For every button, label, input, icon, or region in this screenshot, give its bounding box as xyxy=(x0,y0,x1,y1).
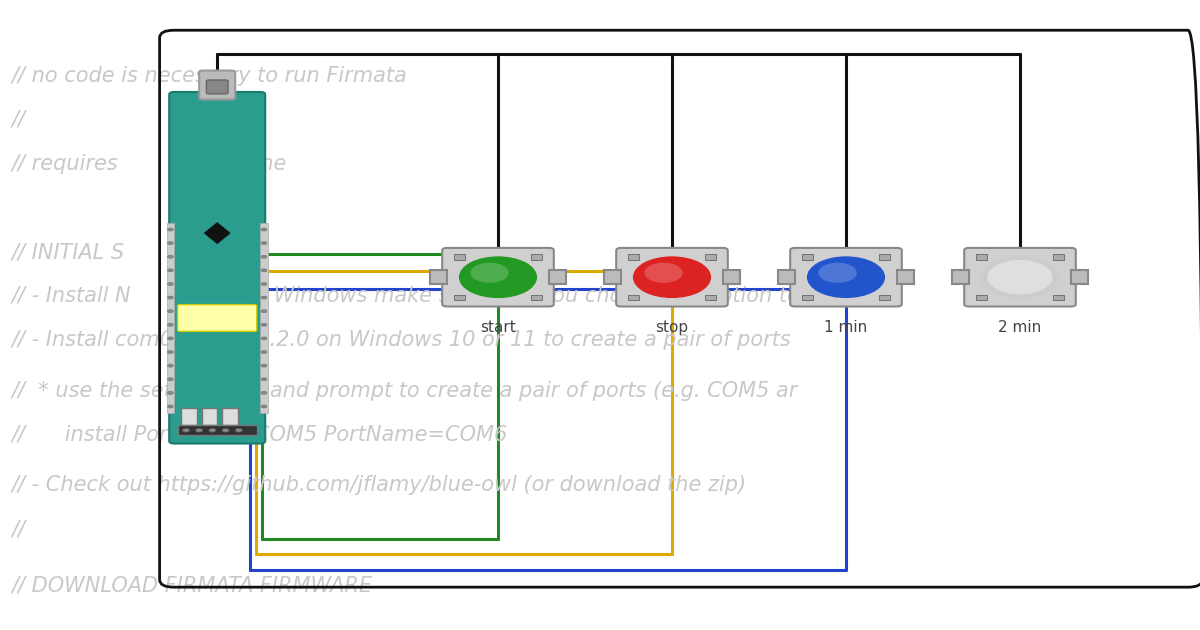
Bar xyxy=(550,270,566,284)
FancyBboxPatch shape xyxy=(442,248,554,306)
Bar xyxy=(953,270,970,284)
Bar xyxy=(454,254,464,260)
FancyBboxPatch shape xyxy=(206,80,228,94)
Bar xyxy=(706,254,715,260)
Bar xyxy=(896,270,914,284)
Circle shape xyxy=(260,364,266,367)
Circle shape xyxy=(260,391,266,394)
Text: 1 min: 1 min xyxy=(824,319,868,335)
Bar xyxy=(778,270,796,284)
Circle shape xyxy=(808,257,884,297)
Bar xyxy=(802,294,814,300)
Circle shape xyxy=(235,428,242,432)
Text: //: // xyxy=(12,519,26,539)
Bar xyxy=(977,254,986,260)
Circle shape xyxy=(167,350,173,353)
Bar xyxy=(878,254,889,260)
Circle shape xyxy=(260,296,266,299)
Circle shape xyxy=(209,428,216,432)
Text: start: start xyxy=(480,319,516,335)
Bar xyxy=(1072,270,1087,284)
FancyBboxPatch shape xyxy=(790,248,902,306)
FancyBboxPatch shape xyxy=(965,248,1076,306)
Bar xyxy=(977,294,986,300)
Circle shape xyxy=(167,323,173,326)
Circle shape xyxy=(167,228,173,231)
Bar xyxy=(629,254,640,260)
Text: // - Check out https://github.com/jflamy/blue-owl (or download the zip): // - Check out https://github.com/jflamy… xyxy=(12,475,748,495)
Circle shape xyxy=(167,282,173,285)
Bar xyxy=(181,408,197,425)
Bar xyxy=(167,222,174,413)
Bar xyxy=(431,270,446,284)
Circle shape xyxy=(167,309,173,312)
Circle shape xyxy=(818,263,857,283)
Polygon shape xyxy=(205,223,229,243)
Circle shape xyxy=(260,377,266,381)
Circle shape xyxy=(196,428,203,432)
Bar xyxy=(222,408,238,425)
Text: // requires             Chrome: // requires Chrome xyxy=(12,154,287,174)
Circle shape xyxy=(182,428,190,432)
FancyBboxPatch shape xyxy=(169,92,265,444)
Circle shape xyxy=(167,377,173,381)
Bar xyxy=(722,270,739,284)
Text: // INITIAL S: // INITIAL S xyxy=(12,242,125,262)
Text: // no code is necessary to run Firmata: // no code is necessary to run Firmata xyxy=(12,66,408,86)
Circle shape xyxy=(260,350,266,353)
Circle shape xyxy=(167,405,173,408)
Bar xyxy=(1054,294,1064,300)
Circle shape xyxy=(260,269,266,272)
Circle shape xyxy=(167,296,173,299)
Circle shape xyxy=(634,257,710,297)
Bar xyxy=(878,294,889,300)
Bar xyxy=(530,294,542,300)
Circle shape xyxy=(460,257,536,297)
Circle shape xyxy=(982,257,1058,297)
Circle shape xyxy=(260,309,266,312)
Circle shape xyxy=(260,337,266,340)
Circle shape xyxy=(167,364,173,367)
Circle shape xyxy=(222,428,229,432)
Circle shape xyxy=(167,269,173,272)
Circle shape xyxy=(260,323,266,326)
Circle shape xyxy=(260,282,266,285)
Circle shape xyxy=(988,260,1052,294)
Bar xyxy=(802,254,814,260)
Circle shape xyxy=(167,391,173,394)
Circle shape xyxy=(644,263,683,283)
Text: //      install PortName=COM5 PortName=COM6: // install PortName=COM5 PortName=COM6 xyxy=(12,425,509,445)
Bar xyxy=(178,425,257,435)
FancyBboxPatch shape xyxy=(199,71,235,100)
Circle shape xyxy=(167,255,173,258)
Circle shape xyxy=(260,241,266,244)
Bar xyxy=(1054,254,1064,260)
Bar xyxy=(530,254,542,260)
Bar xyxy=(629,294,640,300)
Bar xyxy=(706,294,715,300)
Circle shape xyxy=(167,337,173,340)
Text: // - Install com0com v2.2.2.0 on Windows 10 or 11 to create a pair of ports: // - Install com0com v2.2.2.0 on Windows… xyxy=(12,330,792,350)
Bar xyxy=(260,222,268,413)
Bar xyxy=(454,294,464,300)
Text: // DOWNLOAD FIRMATA FIRMWARE: // DOWNLOAD FIRMATA FIRMWARE xyxy=(12,576,373,596)
Text: 2 min: 2 min xyxy=(998,319,1042,335)
Text: stop: stop xyxy=(655,319,689,335)
Circle shape xyxy=(470,263,509,283)
Bar xyxy=(202,408,217,425)
Text: //  * use the setup command prompt to create a pair of ports (e.g. COM5 ar: // * use the setup command prompt to cre… xyxy=(12,381,798,401)
FancyBboxPatch shape xyxy=(617,248,728,306)
Circle shape xyxy=(260,405,266,408)
Circle shape xyxy=(260,255,266,258)
Text: // - Install N         16 - On Windows make sure that you choose the option to: // - Install N 16 - On Windows make sure… xyxy=(12,286,800,306)
Bar xyxy=(605,270,622,284)
FancyBboxPatch shape xyxy=(178,305,257,331)
Text: //: // xyxy=(12,110,26,130)
Circle shape xyxy=(167,241,173,244)
Circle shape xyxy=(260,228,266,231)
